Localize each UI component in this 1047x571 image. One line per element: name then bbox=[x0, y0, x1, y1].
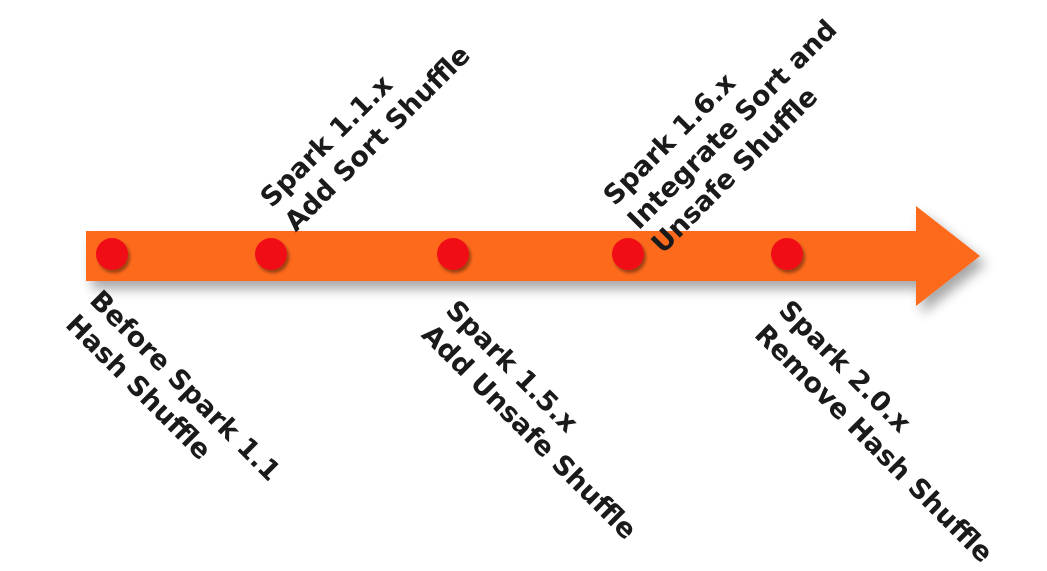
milestone-marker-1-5 bbox=[437, 238, 469, 270]
milestone-marker-2-0 bbox=[771, 238, 803, 270]
timeline-arrow bbox=[86, 206, 980, 306]
milestone-marker-1-1 bbox=[255, 238, 287, 270]
milestone-marker-before-1-1 bbox=[96, 238, 128, 270]
milestone-marker-1-6 bbox=[612, 238, 644, 270]
